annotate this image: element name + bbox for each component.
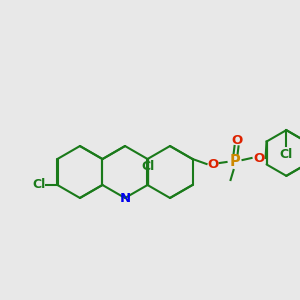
Text: Cl: Cl [280, 148, 293, 160]
Text: O: O [231, 134, 242, 146]
Text: P: P [229, 154, 240, 169]
Text: O: O [207, 158, 218, 170]
Text: Cl: Cl [141, 160, 154, 173]
Text: Cl: Cl [33, 178, 46, 191]
Text: O: O [253, 152, 264, 164]
Text: N: N [119, 191, 130, 205]
